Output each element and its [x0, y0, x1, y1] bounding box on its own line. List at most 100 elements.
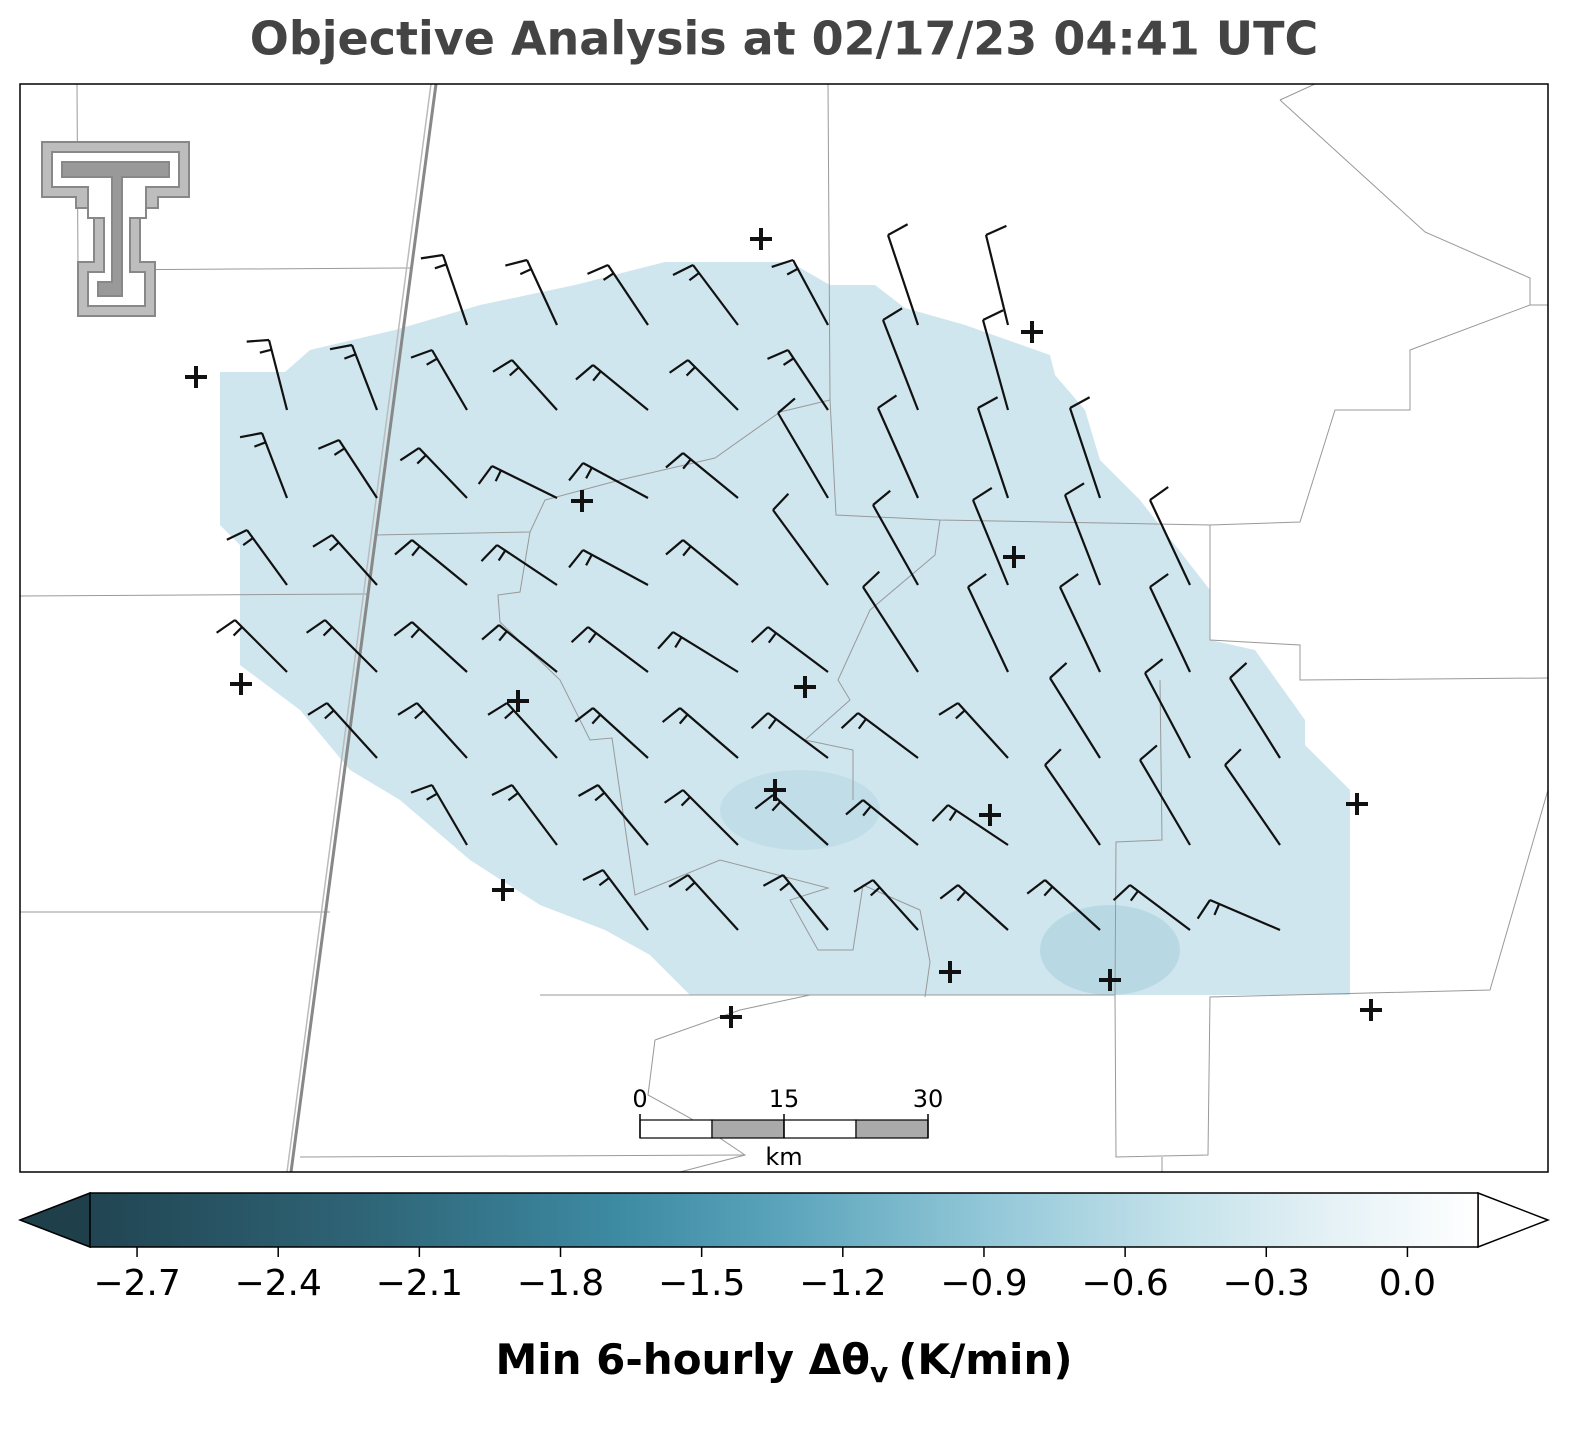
- barb-staff: [418, 447, 468, 499]
- colorbar-label-main: Min 6-hourly Δθ: [495, 1335, 870, 1384]
- barb-staff: [876, 407, 920, 499]
- colorbar-label-sub: v: [870, 1356, 888, 1389]
- barb-flag: [982, 309, 1004, 321]
- barb-flag: [215, 619, 236, 634]
- station-marker: [794, 676, 816, 698]
- wind-barb: [938, 702, 1009, 759]
- field-contour: [720, 770, 880, 850]
- barb-flag: [688, 272, 700, 282]
- wind-barb: [876, 394, 920, 499]
- wind-barb: [575, 364, 649, 411]
- barb-staff: [672, 631, 739, 673]
- wind-barb: [397, 702, 468, 759]
- barb-flag: [585, 467, 593, 479]
- barb-staff: [597, 784, 649, 846]
- barb-staff: [607, 264, 649, 326]
- barb-flag: [420, 253, 444, 260]
- barb-staff: [411, 621, 468, 673]
- station-marker: [939, 961, 961, 983]
- wind-barb: [481, 624, 558, 673]
- title: Objective Analysis at 02/17/23 04:41 UTC: [250, 12, 1319, 66]
- barb-flag: [410, 783, 433, 794]
- barb-flag: [416, 454, 427, 465]
- barb-flag: [307, 702, 328, 716]
- wind-barb: [477, 465, 558, 499]
- barb-flag: [393, 621, 413, 637]
- wind-barb: [1068, 396, 1102, 499]
- barb-staff: [267, 339, 289, 411]
- logo: [41, 141, 190, 317]
- scale-bar-unit: km: [765, 1143, 802, 1171]
- barb-staff: [687, 874, 739, 931]
- barb-flag: [685, 881, 696, 892]
- barb-flag: [1139, 744, 1158, 761]
- wind-barb: [505, 258, 558, 326]
- barb-flag: [1129, 890, 1139, 902]
- barb-staff: [967, 586, 1009, 673]
- barb-flag: [582, 869, 604, 881]
- map-frame: [19, 83, 1549, 1173]
- wind-barb: [1139, 744, 1191, 846]
- barb-staff: [872, 879, 919, 931]
- barb-staff: [326, 702, 378, 759]
- barb-flag: [481, 624, 500, 641]
- wind-barb: [317, 438, 378, 499]
- scale-bar-segment: [639, 1119, 713, 1139]
- wind-barb: [1063, 482, 1102, 586]
- barb-flag: [1069, 396, 1091, 409]
- barb-flag: [585, 554, 593, 566]
- colorbar-tick-label: −0.6: [1081, 1263, 1168, 1304]
- barb-flag: [242, 537, 254, 547]
- barb-staff: [246, 529, 288, 586]
- barb-flag: [507, 792, 519, 802]
- colorbar-label: Min 6-hourly Δθv (K/min): [495, 1335, 1072, 1390]
- wind-barb: [1229, 662, 1281, 759]
- barb-flag: [505, 258, 528, 267]
- wind-barb: [872, 489, 919, 586]
- barb-flag: [1026, 879, 1046, 895]
- barb-staff: [782, 874, 829, 931]
- scale-bar-label: 15: [769, 1085, 800, 1113]
- wind-barb: [1044, 748, 1101, 846]
- wind-barb: [772, 493, 829, 586]
- barb-staff: [777, 412, 829, 499]
- barb-flag: [411, 545, 421, 557]
- colorbar-extend-high: [1477, 1191, 1551, 1249]
- wind-barb: [939, 884, 1009, 931]
- barb-flag: [931, 804, 949, 822]
- analysis-field: [220, 262, 1350, 995]
- barb-flag: [587, 632, 597, 644]
- barb-staff: [692, 264, 739, 326]
- wind-barb: [886, 223, 920, 326]
- barb-staff: [687, 359, 739, 411]
- barb-staff: [582, 462, 649, 499]
- station-marker: [764, 779, 786, 801]
- barb-staff: [498, 624, 558, 673]
- barb-staff: [1229, 677, 1281, 759]
- barb-staff: [1044, 764, 1101, 846]
- barb-staff: [511, 784, 558, 846]
- wind-barb: [420, 253, 469, 326]
- barb-staff: [862, 799, 919, 846]
- barb-staff: [602, 869, 649, 931]
- wind-barb: [410, 783, 468, 846]
- stations: [185, 228, 1382, 1028]
- barb-staff: [1224, 764, 1281, 846]
- wind-barb: [668, 874, 739, 931]
- barb-flag: [972, 486, 993, 501]
- station-marker: [979, 804, 1001, 826]
- barb-staff: [491, 465, 558, 499]
- barb-staff: [792, 259, 829, 326]
- colorbar-body: [89, 1192, 1479, 1248]
- wind-barb: [312, 534, 378, 586]
- scale-bar: km 0 15 30: [632, 1085, 943, 1171]
- wind-barb: [1059, 573, 1101, 673]
- barb-flag: [938, 702, 959, 716]
- station-marker: [1021, 321, 1043, 343]
- barb-staff: [857, 712, 919, 759]
- barb-flag: [577, 784, 599, 797]
- barb-flag: [672, 264, 694, 276]
- barb-staff: [679, 707, 739, 759]
- wind-barb: [840, 712, 919, 759]
